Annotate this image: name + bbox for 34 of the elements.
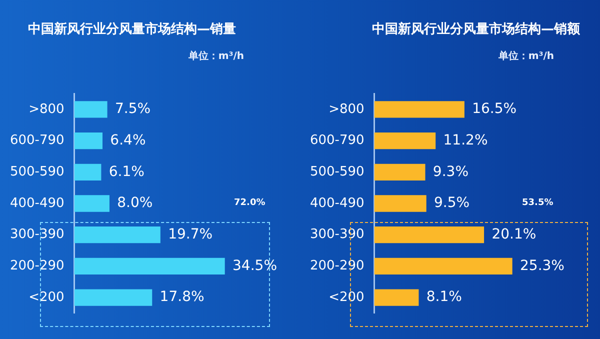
- y-tick-label: 400-490: [10, 196, 64, 211]
- y-tick-label: <200: [328, 290, 364, 305]
- data-label: 9.3%: [432, 164, 469, 180]
- data-label: 20.1%: [492, 226, 536, 242]
- data-label: 25.3%: [520, 258, 564, 274]
- data-label: 17.8%: [160, 289, 204, 306]
- data-label: 6.4%: [110, 132, 146, 148]
- text: 72.0%: [234, 198, 266, 208]
- data-label: 6.1%: [108, 164, 144, 180]
- y-tick-label: 200-290: [10, 258, 64, 274]
- y-tick-label: 200-290: [310, 258, 364, 274]
- data-label: 7.5%: [114, 101, 151, 118]
- data-label: 34.5%: [232, 258, 278, 274]
- data-label: 16.5%: [472, 101, 517, 118]
- y-tick-label: 500-590: [10, 164, 64, 180]
- y-tick-label: 300-390: [310, 227, 364, 242]
- data-label: 19.7%: [168, 226, 213, 242]
- y-tick-label: 600-790: [310, 133, 364, 148]
- y-tick-label: 400-490: [310, 196, 364, 211]
- chart-subtitle: 单位：m³/h: [188, 50, 244, 63]
- data-label: 9.5%: [434, 195, 470, 212]
- text: 53.5%: [522, 198, 554, 208]
- y-tick-label: >800: [328, 102, 364, 117]
- chart-subtitle: 单位：m³/h: [498, 50, 554, 63]
- y-tick-label: 600-790: [10, 133, 64, 148]
- data-label: 8.0%: [117, 195, 153, 212]
- y-tick-label: 300-390: [10, 227, 64, 242]
- data-label: 8.1%: [426, 289, 462, 306]
- chart-title: 中国新风行业分风量市场结构—销额: [372, 20, 580, 38]
- data-label: 11.2%: [443, 132, 488, 148]
- y-tick-label: <200: [28, 290, 64, 305]
- chart-title: 中国新风行业分风量市场结构—销量: [28, 20, 236, 38]
- y-tick-label: >800: [28, 102, 64, 117]
- y-tick-label: 500-590: [310, 164, 364, 180]
